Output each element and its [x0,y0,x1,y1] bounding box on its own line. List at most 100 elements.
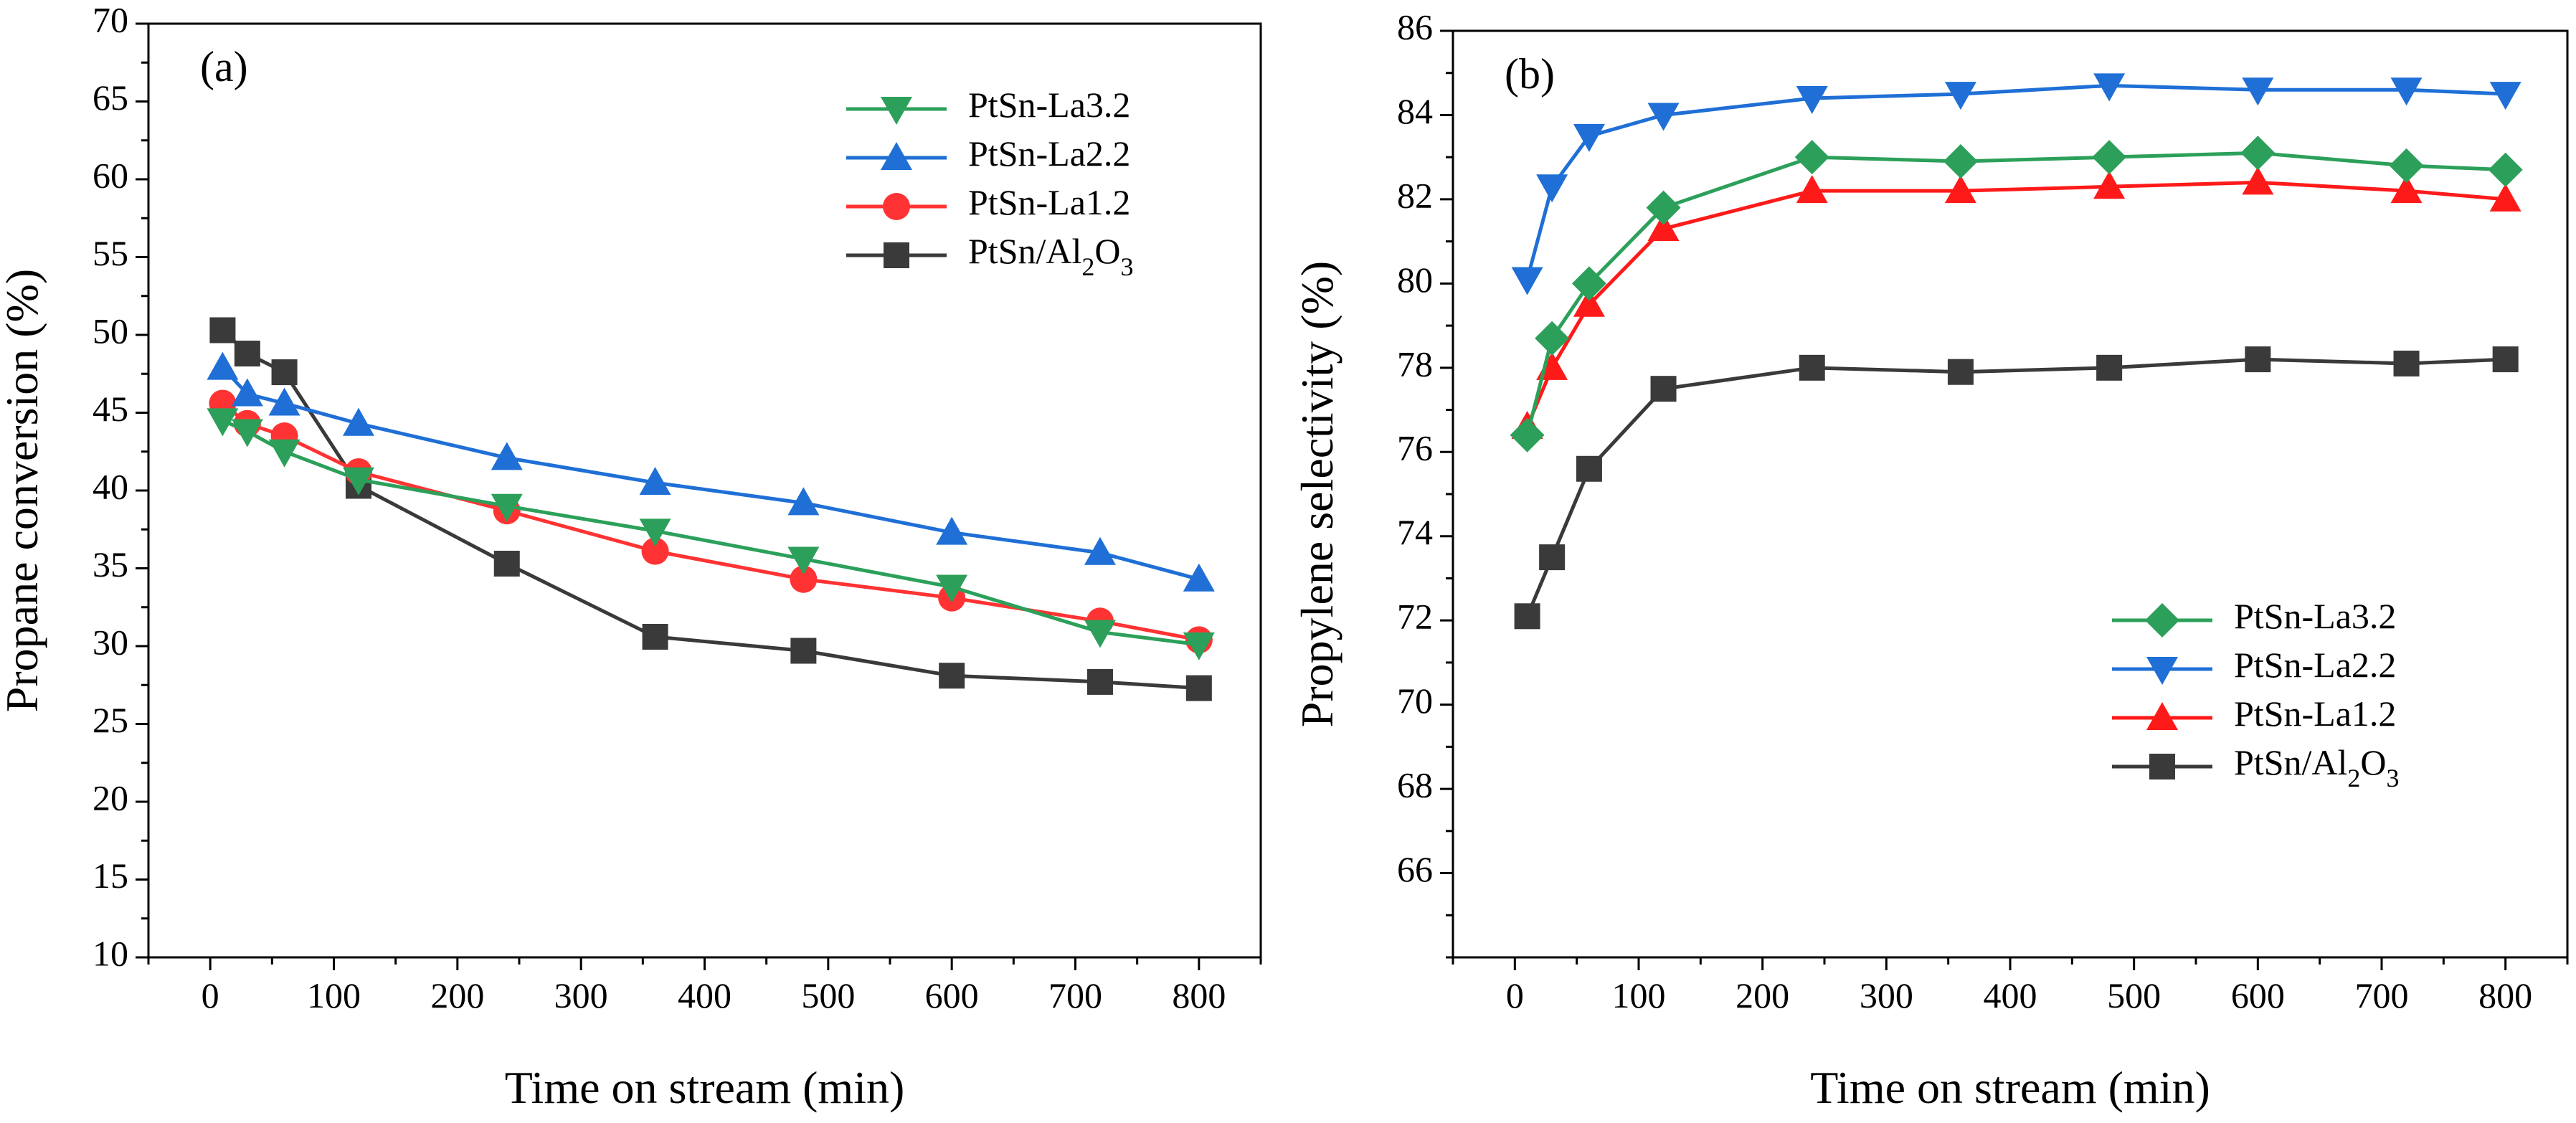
legend-label: PtSn-La2.2 [968,133,1130,174]
series-line [221,328,1199,691]
series-line [1525,180,2506,428]
y-tick-label: 66 [1397,849,1433,889]
data-point [1647,213,1680,242]
y-tick-label: 40 [93,466,128,506]
data-point [2389,148,2424,183]
data-point [641,537,669,565]
data-point [268,439,300,468]
data-point [2390,175,2423,204]
legend-label: PtSn-La3.2 [968,85,1130,125]
data-point [1514,603,1540,630]
y-tick-label: 15 [93,856,128,896]
y-tick-label: 25 [93,700,128,740]
panel-label: (a) [200,43,248,90]
y-tick-label: 20 [93,777,128,818]
legend-marker [2149,754,2175,780]
x-tick-label: 700 [1048,975,1102,1015]
y-axis-title: Propane conversion (%) [0,269,47,712]
x-tick-label: 500 [2107,975,2161,1015]
data-point [231,378,263,407]
y-tick-label: 80 [1397,260,1433,300]
y-tick-label: 68 [1397,765,1433,805]
data-point [1535,321,1570,356]
data-point [1084,536,1116,565]
legend: PtSn-La3.2 PtSn-La2.2 PtSn-La1.2 PtSn/Al2O3 [846,85,1134,281]
legend: PtSn-La3.2 PtSn-La2.2 PtSn-La1.2 PtSn/Al2O3 [2112,596,2400,792]
legend-marker [883,193,910,220]
data-point [790,638,817,664]
data-point [939,663,965,689]
data-point [1573,123,1605,152]
y-tick-label: 50 [93,311,128,351]
y-tick-label: 86 [1397,6,1433,47]
y-tick-label: 45 [93,389,128,429]
data-point [1944,175,1976,204]
data-point [2390,77,2423,106]
data-point [491,442,523,470]
y-tick-label: 72 [1397,597,1433,637]
data-point [1511,267,1543,295]
data-point [2492,346,2519,373]
data-point [1646,190,1681,225]
data-point [1183,632,1215,660]
chart-panel-a: 0 100 200 300 400 500 600 700 800 10 15 20 25 30 35 40 4… [0,0,1262,1113]
data-point [1576,455,1602,482]
y-tick-label: 70 [93,0,128,39]
data-point [1571,266,1606,301]
chart-panel-b: 0 100 200 300 400 500 600 700 800 66 68 70 72 74 76 78 8… [1292,6,2569,1113]
data-point [1536,174,1568,203]
data-point [1796,175,1828,204]
data-point [234,341,260,367]
data-point [271,359,298,386]
y-tick-label: 76 [1397,428,1433,468]
legend-marker [2145,603,2179,638]
y-tick-label: 10 [93,933,128,973]
y-tick-label: 30 [93,622,128,662]
x-tick-label: 100 [307,975,361,1015]
x-tick-label: 200 [430,975,484,1015]
data-point [2242,166,2274,195]
data-point [2093,73,2126,102]
data-point [209,317,236,343]
x-tick-label: 400 [1984,975,2037,1015]
data-point [342,467,374,496]
data-point [2488,152,2523,187]
x-tick-label: 300 [1860,975,1913,1015]
x-tick-label: 0 [1506,975,1524,1015]
data-point [268,387,300,416]
series-line [221,402,1200,642]
data-point [1086,668,1113,695]
data-point [790,565,818,593]
data-point [2096,354,2123,381]
x-tick-label: 100 [1612,975,1666,1015]
series-line [222,419,1200,647]
data-point [1084,620,1116,648]
legend-marker [881,97,912,125]
legend-marker [2146,702,2178,730]
legend-label: PtSn/Al2O3 [2234,742,2400,792]
y-tick-label: 60 [93,155,128,195]
data-point [342,407,374,436]
x-tick-label: 300 [554,975,608,1015]
legend-label: PtSn/Al2O3 [968,231,1134,281]
legend-marker [884,242,909,268]
x-tick-label: 700 [2355,975,2409,1015]
data-point [787,487,820,516]
series-line [1525,357,2506,617]
panel-label: (b) [1505,50,1555,98]
data-point [231,419,263,447]
x-tick-label: 200 [1736,975,1789,1015]
data-point [2489,82,2521,110]
data-point [207,408,239,437]
legend-marker [881,142,912,170]
data-point [1650,376,1677,402]
x-tick-label: 600 [2231,975,2285,1015]
y-tick-label: 65 [93,77,128,118]
data-point [1944,82,1976,110]
y-tick-label: 70 [1397,681,1433,721]
data-point [2240,136,2276,171]
x-tick-label: 0 [202,975,219,1015]
data-point [1185,675,1212,701]
data-point [2093,171,2126,199]
data-point [1799,354,1825,381]
